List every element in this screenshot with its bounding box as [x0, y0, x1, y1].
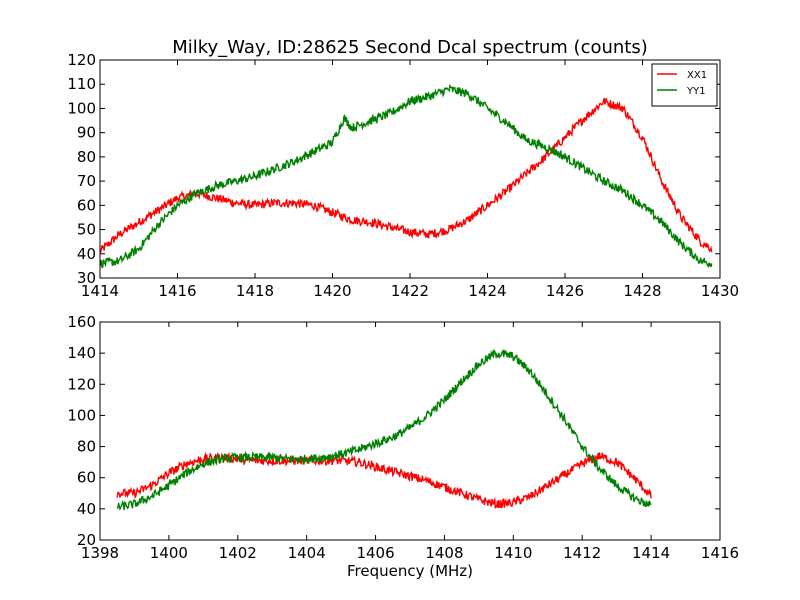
x-tick-label: 1418 [236, 282, 274, 300]
legend-label-xx1: XX1 [687, 70, 707, 81]
x-tick-label: 1430 [701, 282, 739, 300]
x-tick-label: 1416 [701, 544, 739, 562]
series-line-yy1 [100, 83, 713, 269]
chart-title: Milky_Way, ID:28625 Second Dcal spectrum… [172, 37, 648, 58]
x-tick-label: 1410 [494, 544, 532, 562]
y-tick-label: 30 [77, 269, 96, 287]
y-tick-label: 80 [77, 438, 96, 456]
x-tick-label: 1408 [425, 544, 463, 562]
y-tick-label: 140 [67, 344, 96, 362]
y-tick-label: 120 [67, 375, 96, 393]
y-tick-label: 120 [67, 51, 96, 69]
y-tick-label: 40 [77, 245, 96, 263]
legend-box [651, 63, 718, 107]
series-line-p1-1 [116, 348, 652, 512]
y-tick-label: 60 [77, 469, 96, 487]
y-tick-label: 40 [77, 500, 96, 518]
x-tick-label: 1414 [81, 282, 119, 300]
legend-label-yy1: YY1 [686, 86, 706, 97]
y-tick-label: 50 [77, 221, 96, 239]
x-tick-label: 1414 [632, 544, 670, 562]
x-tick-label: 1416 [158, 282, 196, 300]
y-tick-label: 20 [77, 531, 96, 549]
x-axis-label: Frequency (MHz) [347, 562, 473, 580]
y-tick-label: 70 [77, 172, 96, 190]
x-tick-label: 1402 [219, 544, 257, 562]
y-tick-label: 80 [77, 148, 96, 166]
x-tick-label: 1424 [468, 282, 506, 300]
y-tick-label: 90 [77, 124, 96, 142]
axes-frame [99, 321, 721, 541]
x-tick-label: 1420 [313, 282, 351, 300]
y-tick-label: 160 [67, 313, 96, 331]
x-tick-label: 1404 [288, 544, 326, 562]
x-tick-label: 1406 [356, 544, 394, 562]
y-tick-label: 100 [67, 99, 96, 117]
x-tick-label: 1400 [150, 544, 188, 562]
x-tick-label: 1398 [81, 544, 119, 562]
x-tick-label: 1412 [563, 544, 601, 562]
bottom-spectrum-panel: 1398 1400 1402 1404 1406 1408 1410 1412 1414 1416… [67, 313, 739, 580]
y-tick-label: 100 [67, 406, 96, 424]
y-tick-label: 60 [77, 196, 96, 214]
x-tick-label: 1422 [391, 282, 429, 300]
series-line-xx1 [100, 97, 713, 253]
top-spectrum-panel: 1414 1416 1418 1420 1422 1424 1426 1428 1430 30 40… [67, 51, 739, 300]
y-tick-label: 110 [67, 75, 96, 93]
x-tick-label: 1428 [623, 282, 661, 300]
x-tick-label: 1426 [546, 282, 584, 300]
